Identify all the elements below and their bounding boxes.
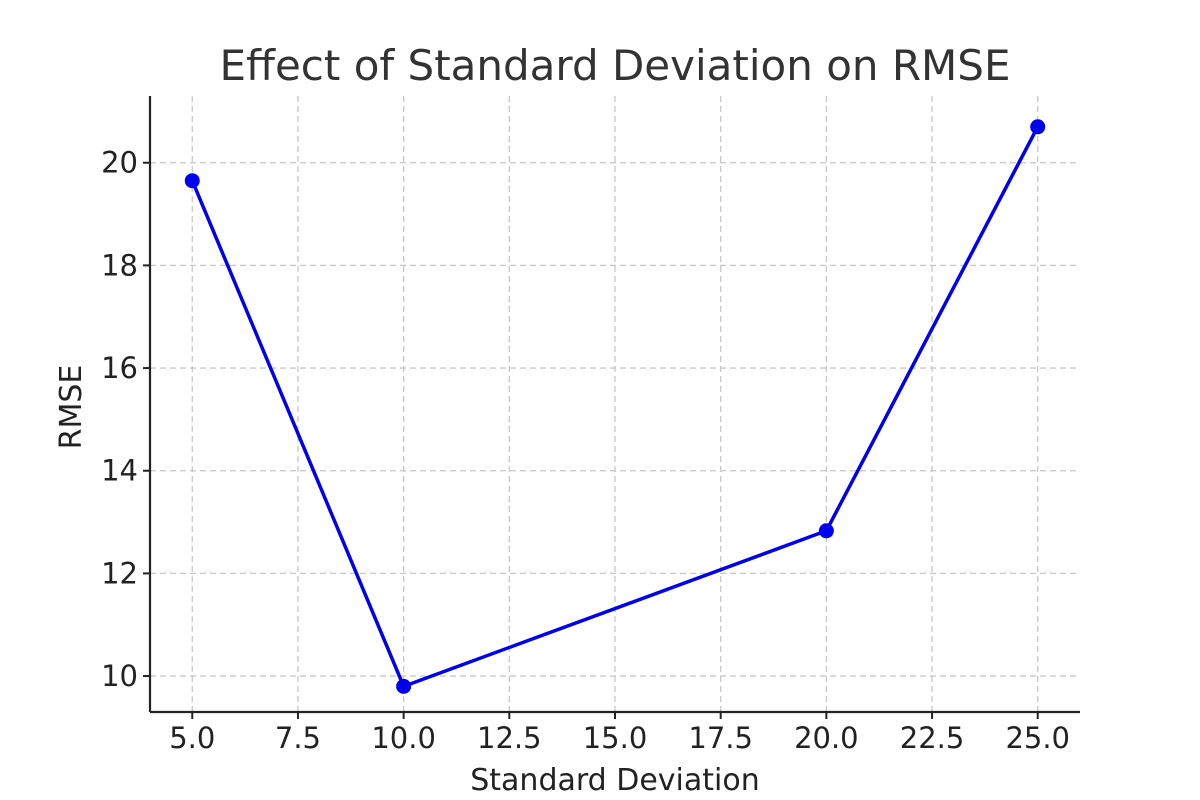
x-tick-label: 25.0 (1005, 721, 1070, 755)
x-tick-label: 7.5 (275, 721, 321, 755)
x-axis-ticks: 5.0 7.5 10.0 12.5 15.0 17.5 20.0 22.5 25.0 (169, 712, 1070, 755)
series-line (190, 125, 1040, 689)
data-point (818, 523, 834, 539)
x-axis-label: Standard Deviation (470, 763, 760, 798)
x-tick-label: 5.0 (169, 721, 215, 755)
data-series (184, 119, 1046, 694)
data-point (396, 678, 412, 694)
chart-title: Effect of Standard Deviation on RMSE (219, 41, 1010, 90)
gridlines (150, 96, 1080, 712)
y-tick-label: 10 (101, 659, 138, 693)
x-tick-label: 22.5 (900, 721, 965, 755)
y-axis-ticks: 10 12 14 16 18 20 (101, 146, 150, 693)
x-tick-label: 20.0 (794, 721, 859, 755)
data-point (1030, 119, 1046, 135)
y-tick-label: 14 (101, 454, 138, 488)
x-tick-label: 10.0 (371, 721, 436, 755)
y-tick-label: 20 (101, 146, 138, 180)
y-tick-label: 16 (101, 351, 138, 385)
x-tick-label: 17.5 (688, 721, 753, 755)
y-axis-label: RMSE (54, 365, 89, 450)
y-tick-label: 18 (101, 248, 138, 282)
y-tick-label: 12 (101, 556, 138, 590)
x-tick-label: 15.0 (583, 721, 648, 755)
data-point (184, 173, 200, 189)
x-tick-label: 12.5 (477, 721, 542, 755)
